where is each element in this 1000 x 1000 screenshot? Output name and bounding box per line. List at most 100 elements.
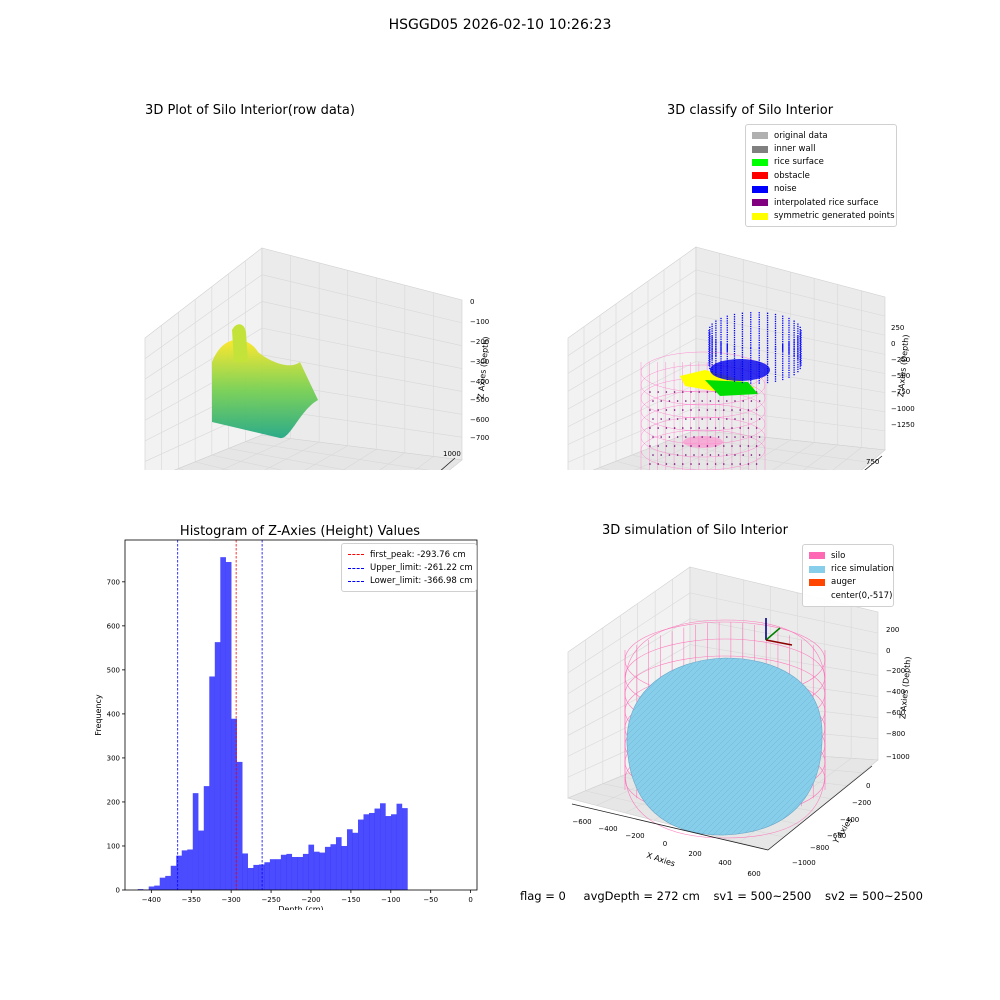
legend-entry: original data: [752, 129, 890, 142]
interpolated-point: [657, 427, 659, 429]
interpolated-point: [690, 409, 692, 411]
interpolated-point: [717, 454, 720, 456]
interpolated-point: [676, 436, 679, 438]
auger-y-arrow: [765, 627, 781, 641]
x-axis-label: X Axies: [645, 851, 676, 869]
interpolated-point: [665, 391, 668, 393]
legend-swatch: [809, 578, 825, 586]
z-tick-label: 0: [891, 340, 895, 348]
wall-gridline: [695, 406, 886, 432]
interpolated-point: [685, 454, 687, 456]
interpolated-point: [731, 409, 733, 411]
x-tick-label: −100: [381, 896, 400, 904]
x-tick-label: −150: [341, 896, 360, 904]
wall-gridline: [567, 644, 691, 715]
noise-cluster: [710, 359, 770, 381]
interpolated-point: [706, 463, 709, 465]
histogram-bar: [198, 830, 204, 890]
interpolated-point: [657, 409, 659, 411]
y-tick-label: 750: [866, 458, 879, 466]
floor-gridline: [615, 460, 651, 470]
interpolated-point: [726, 418, 728, 420]
histogram-bar: [209, 676, 215, 890]
interpolated-point: [742, 418, 744, 420]
interpolated-point: [734, 418, 736, 420]
interpolated-point: [758, 418, 761, 420]
x-tick-label: −200: [625, 832, 644, 840]
wall-gridline: [567, 338, 697, 410]
interpolated-point: [693, 454, 695, 456]
wall-gridline: [144, 274, 263, 359]
interpolated-point: [709, 400, 712, 402]
legend-label: inner wall: [774, 144, 816, 155]
interpolated-point: [742, 454, 744, 456]
x-tick-label: 600: [747, 870, 760, 878]
silo-floor-mark: [683, 436, 723, 448]
legend-swatch: [752, 212, 768, 220]
simulation-plot-canvas[interactable]: −600 −400 −200 0 200 400 600 0 −200 −400 −600 −800 −…: [500, 520, 1000, 880]
wall-gridline: [567, 618, 691, 694]
histogram-bar: [319, 852, 326, 890]
interpolated-point: [758, 436, 761, 438]
z-tick-label: −500: [891, 372, 910, 380]
wall-gridline: [567, 361, 697, 428]
histogram-bar: [231, 718, 237, 890]
classify-plot-canvas[interactable]: −1000−750−500−25002505007501000−1000−750…: [500, 100, 1000, 470]
legend-swatch: [752, 185, 768, 193]
floor-gridline: [379, 452, 406, 470]
y-axis-line: [767, 765, 873, 851]
legend-swatch: [752, 132, 768, 140]
interpolated-point: [717, 418, 720, 420]
sv1-text: sv1 = 500~2500: [713, 889, 812, 903]
floor-pane: [174, 434, 463, 470]
interpolated-point: [673, 427, 676, 429]
histogram-bar: [247, 867, 254, 890]
legend-label: symmetric generated points: [774, 211, 895, 222]
histogram-bar: [352, 832, 359, 890]
histogram-bar: [264, 862, 271, 890]
histogram-bar: [203, 786, 210, 890]
x-axis-line: [571, 803, 769, 851]
interpolated-point: [701, 454, 703, 456]
z-tick-label: −500: [470, 396, 489, 404]
interpolated-point: [755, 445, 758, 447]
floor-gridline: [803, 444, 838, 470]
rice-simulation-mesh: [626, 658, 823, 836]
x-tick-label: −200: [301, 896, 320, 904]
interpolated-point: [731, 445, 733, 447]
floor-gridline: [228, 448, 347, 470]
histogram-bar: [297, 856, 304, 890]
legend-label: rice surface: [774, 157, 824, 168]
raw-plot-canvas[interactable]: -400-2000200400020040060080010000−100−20…: [0, 100, 500, 470]
legend-swatch: [809, 592, 825, 599]
interpolated-point: [701, 436, 703, 438]
interpolated-point: [673, 391, 676, 393]
interpolated-point: [709, 418, 712, 420]
x-tick-label: 200: [688, 850, 701, 858]
interpolated-point: [758, 400, 761, 402]
legend-swatch: [752, 145, 768, 153]
histogram-bar: [258, 864, 265, 890]
interpolated-point: [706, 409, 709, 411]
interpolated-point: [709, 436, 712, 438]
interpolated-point: [739, 409, 741, 411]
interpolated-point: [665, 427, 668, 429]
interpolated-point: [723, 409, 725, 411]
x-axis-label: Depth (cm): [278, 905, 323, 910]
histogram-bar: [330, 844, 337, 890]
histogram-bar: [385, 816, 392, 890]
interpolated-point: [660, 454, 662, 456]
legend-label: obstacle: [774, 170, 810, 181]
interpolated-point: [649, 391, 651, 393]
interpolated-point: [723, 445, 725, 447]
wall-gridline: [144, 301, 263, 380]
interpolated-point: [682, 463, 684, 465]
z-tick-label: −200: [886, 667, 905, 675]
histogram-bar: [214, 642, 221, 890]
figure-title: HSGGD05 2026-02-10 10:26:23: [388, 17, 612, 33]
legend-entry: rice simulation: [809, 562, 894, 575]
rice-surface-points: [705, 380, 758, 396]
interpolated-point: [649, 445, 651, 447]
interpolated-point: [747, 409, 750, 411]
histogram-bar: [181, 850, 188, 890]
